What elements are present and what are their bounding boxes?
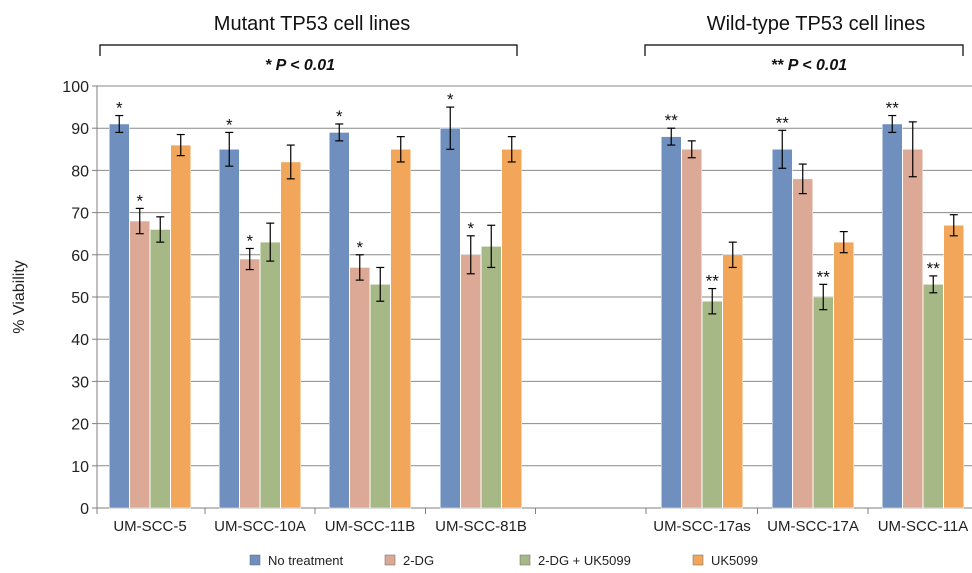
significance-marker: *: [136, 191, 143, 210]
y-tick-label: 50: [71, 290, 89, 307]
bar: [440, 127, 461, 509]
group-label: Mutant TP53 cell lines: [214, 13, 410, 35]
significance-marker: *: [246, 231, 253, 250]
x-tick-label: UM-SCC-10A: [214, 518, 306, 535]
bar: [943, 225, 964, 509]
significance-marker: *: [116, 99, 123, 118]
bar: [501, 149, 522, 509]
x-tick-label: UM-SCC-5: [113, 518, 186, 535]
legend-label: No treatment: [268, 553, 344, 568]
significance-marker: *: [226, 115, 233, 134]
x-tick-label: UM-SCC-81B: [435, 518, 527, 535]
bar: [129, 220, 150, 509]
bar: [661, 136, 682, 509]
y-tick-label: 30: [71, 374, 89, 391]
legend-swatch: [519, 554, 531, 566]
group-bracket: [99, 44, 518, 56]
bar: [772, 149, 793, 509]
bar: [882, 123, 903, 509]
y-axis-label: % Viability: [11, 260, 28, 334]
y-tick-label: 20: [71, 417, 89, 434]
y-tick-label: 100: [62, 79, 89, 96]
bar: [170, 144, 191, 509]
legend-swatch: [692, 554, 704, 566]
bar: [681, 149, 702, 509]
legend-label: UK5099: [711, 553, 758, 568]
y-tick-label: 0: [80, 501, 89, 518]
bar: [370, 284, 391, 509]
bar: [219, 149, 240, 509]
y-tick-label: 60: [71, 248, 89, 265]
significance-marker: **: [776, 113, 790, 132]
legend-label: 2-DG: [403, 553, 434, 568]
legend-swatch: [384, 554, 396, 566]
legend-label: 2-DG + UK5099: [538, 553, 631, 568]
bar: [702, 300, 723, 509]
x-tick-label: UM-SCC-11A: [878, 518, 969, 535]
bar: [460, 254, 481, 509]
y-tick-label: 70: [71, 206, 89, 223]
bar: [329, 132, 350, 509]
significance-note: ** P < 0.01: [771, 57, 847, 74]
significance-marker: **: [817, 267, 831, 286]
bar: [813, 296, 834, 509]
significance-marker: *: [356, 238, 363, 257]
bar: [150, 229, 171, 509]
group-label: Wild-type TP53 cell lines: [707, 13, 926, 35]
group-bracket: [644, 44, 964, 56]
significance-marker: *: [336, 107, 343, 126]
significance-marker: **: [706, 272, 720, 291]
significance-marker: **: [927, 259, 941, 278]
legend-swatch: [249, 554, 261, 566]
bar: [833, 241, 854, 509]
bar: [109, 123, 130, 509]
x-tick-label: UM-SCC-11B: [325, 518, 416, 535]
bar: [923, 284, 944, 509]
significance-marker: **: [886, 99, 900, 118]
bar: [280, 161, 301, 509]
significance-marker: *: [467, 219, 474, 238]
bar: [792, 178, 813, 509]
bar: [260, 241, 281, 509]
y-tick-label: 10: [71, 459, 89, 476]
x-tick-label: UM-SCC-17as: [653, 518, 751, 535]
x-tick-label: UM-SCC-17A: [767, 518, 859, 535]
bar: [349, 267, 370, 509]
significance-marker: **: [665, 111, 679, 130]
y-tick-label: 40: [71, 332, 89, 349]
bar: [722, 254, 743, 509]
y-tick-label: 90: [71, 121, 89, 138]
bar: [902, 149, 923, 509]
y-tick-label: 80: [71, 163, 89, 180]
significance-note: * P < 0.01: [265, 57, 335, 74]
bar: [390, 149, 411, 509]
bar: [481, 246, 502, 509]
significance-marker: *: [447, 90, 454, 109]
bar: [239, 258, 260, 509]
